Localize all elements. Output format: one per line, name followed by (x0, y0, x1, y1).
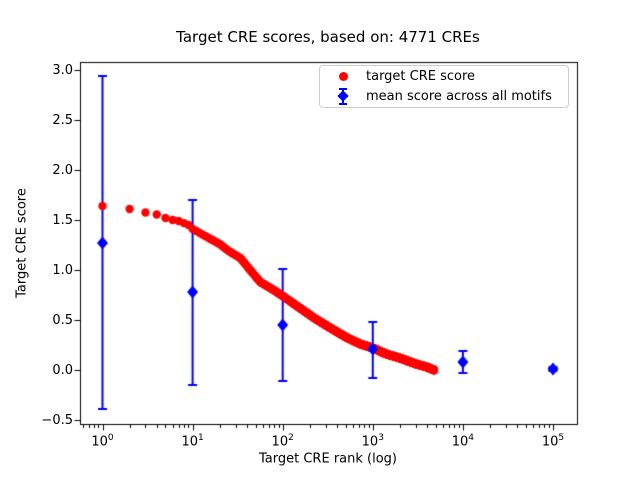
legend-marker-cell (320, 87, 366, 105)
legend: target CRE score mean score across all m… (319, 65, 569, 108)
legend-item-target-score: target CRE score (320, 67, 568, 86)
y-axis-label: Target CRE score (14, 188, 30, 298)
legend-marker-cell (320, 72, 366, 82)
y-tick-label: 0.0 (52, 362, 73, 378)
y-tick-label: 0.5 (52, 312, 73, 328)
y-tick-label: 3.0 (52, 62, 73, 78)
x-tick-label: 102 (271, 433, 294, 450)
x-tick-label: 103 (361, 433, 384, 450)
y-tick-label: 2.5 (52, 112, 73, 128)
legend-label: mean score across all motifs (366, 88, 552, 104)
x-axis-label: Target CRE rank (log) (259, 451, 397, 467)
y-tick-label: 1.0 (52, 262, 73, 278)
y-tick-label: −0.5 (41, 412, 73, 428)
x-tick-label: 105 (541, 433, 565, 450)
red-circle-marker-icon (338, 72, 348, 82)
y-tick-label: 2.0 (52, 162, 73, 178)
blue-diamond-errorbar-marker-icon (337, 87, 349, 105)
x-tick-label: 101 (181, 433, 204, 450)
legend-item-mean-score: mean score across all motifs (320, 87, 568, 106)
x-tick-label: 104 (451, 433, 475, 450)
legend-label: target CRE score (366, 69, 476, 85)
y-tick-label: 1.5 (52, 212, 73, 228)
chart-title: Target CRE scores, based on: 4771 CREs (176, 28, 480, 46)
x-tick-label: 100 (91, 433, 114, 450)
